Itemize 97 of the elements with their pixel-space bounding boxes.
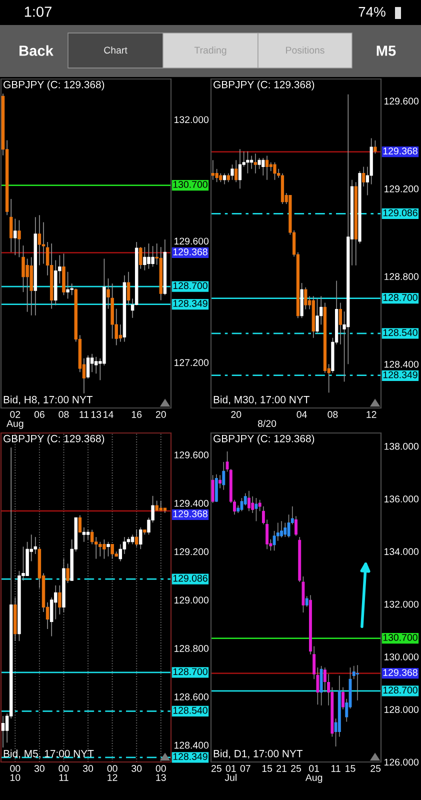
x-tick-label: 25 — [291, 765, 301, 772]
chart-title: GBPJPY (C: 129.368) — [4, 434, 104, 444]
y-tick-label: 129.600 — [384, 98, 419, 105]
text: M5 — [376, 46, 396, 56]
ref-line-label: 128.540 — [383, 329, 418, 336]
x-tick-label: 21 — [276, 765, 286, 772]
candlestick — [42, 222, 46, 264]
y-tick-label: 129.200 — [174, 548, 209, 556]
ref-line-label: 128.349 — [173, 753, 208, 760]
chart-title: GBPJPY (C: 129.368) — [4, 80, 104, 90]
x-tick-label: 02 Aug — [6, 411, 24, 429]
y-tick-label: 128.400 — [384, 360, 419, 368]
x-tick-label: 30 — [34, 765, 44, 772]
x-tick-label: 04 — [296, 411, 307, 418]
candlestick — [250, 156, 254, 169]
candlestick — [218, 475, 222, 488]
x-tick-label: 06 — [34, 411, 44, 418]
x-tick-label: 01 Jul — [224, 765, 236, 781]
y-tick-label: 128.000 — [384, 706, 419, 713]
y-tick-label: 132.000 — [174, 116, 209, 124]
x-tick-label: 11 — [331, 765, 340, 772]
ref-line-label: 128.700 — [173, 282, 208, 290]
ref-line-label: 128.700 — [383, 686, 418, 694]
y-tick-label: 128.800 — [174, 645, 209, 652]
candlestick — [82, 527, 86, 542]
candlestick — [276, 522, 280, 541]
text: Chart — [104, 46, 128, 54]
x-tick-label: 20 — [156, 411, 166, 418]
candlestick — [159, 500, 162, 511]
text: Positions — [286, 46, 324, 54]
x-tick-label: 00 10 — [10, 765, 20, 781]
y-tick-label: 129.600 — [174, 452, 209, 458]
text: Trading — [194, 46, 226, 56]
x-tick-label: 01 Aug — [305, 765, 322, 783]
ref-line-label: 128.349 — [383, 371, 418, 378]
chart-title: GBPJPY (C: 129.368) — [214, 434, 314, 444]
candlestick — [211, 160, 214, 180]
text: Back — [20, 45, 54, 56]
x-tick-label: 11 — [80, 411, 89, 418]
x-tick-label: 00 13 — [156, 765, 166, 781]
candlestick — [280, 521, 284, 538]
annotation: Bid, M30, 17:00 NYT — [214, 396, 310, 405]
ref-line-label: 129.086 — [383, 209, 418, 216]
y-tick-label: 128.600 — [174, 693, 209, 700]
x-tick-label: 07 — [240, 765, 250, 772]
x-tick-label: 13 — [91, 411, 102, 418]
x-tick-label: 08 — [58, 411, 69, 418]
ref-line-label: 129.368 — [383, 669, 418, 676]
x-tick-label: 16 — [132, 411, 142, 418]
x-tick-label: 00 11 — [58, 765, 69, 781]
x-tick-label: 14 — [104, 411, 114, 418]
x-tick-label: 15 — [262, 765, 272, 772]
ref-line-label: 129.086 — [173, 574, 208, 582]
candlestick — [38, 215, 42, 266]
ref-line-label: 129.368 — [383, 148, 418, 154]
candlestick — [1, 716, 5, 748]
x-tick-label: 30 — [132, 765, 142, 772]
text: 1:07 — [24, 6, 52, 17]
y-tick-label: 138.000 — [384, 442, 419, 450]
y-tick-label: 132.000 — [384, 600, 419, 608]
x-tick-label: 15 — [346, 765, 356, 772]
y-tick-label: 136.000 — [384, 496, 419, 502]
x-tick-label: 20 — [231, 411, 242, 418]
x-tick-label: 08 — [328, 411, 338, 418]
y-tick-label: 129.200 — [384, 185, 419, 192]
candlestick — [254, 154, 257, 174]
ref-line-label: 129.368 — [173, 510, 208, 518]
annotation: Bid, D1, 17:00 NYT — [214, 750, 303, 759]
candlestick — [118, 324, 122, 342]
ref-line-label: 128.540 — [173, 706, 208, 714]
chart-title: GBPJPY (C: 129.368) — [214, 80, 314, 90]
ref-line-label: 128.700 — [383, 294, 418, 301]
candlestick — [265, 156, 269, 180]
y-tick-label: 129.400 — [174, 500, 209, 507]
ref-line-label: 128.700 — [173, 668, 208, 676]
y-tick-label: 127.200 — [174, 359, 209, 366]
y-tick-label: 129.600 — [174, 238, 209, 245]
y-tick-label: 129.000 — [174, 596, 209, 604]
x-tick-label: 30 — [82, 765, 94, 772]
y-tick-label: 134.000 — [384, 548, 419, 556]
annotation: Bid, H8, 17:00 NYT — [4, 396, 93, 405]
x-tick-label: 25 — [370, 765, 381, 772]
ref-line-label: 130.700 — [383, 634, 418, 641]
text: 74% — [358, 6, 386, 17]
x-tick-label: 25 — [212, 765, 222, 772]
y-tick-label: 128.800 — [384, 273, 419, 280]
ref-line-label: 129.368 — [173, 248, 208, 256]
y-tick-label: 128.400 — [174, 742, 209, 749]
ref-line-label: 130.700 — [173, 181, 208, 188]
y-tick-label: 126.000 — [384, 758, 419, 766]
annotation: Bid, M5, 17:00 NYT — [4, 750, 94, 759]
y-tick-label: 130.000 — [384, 653, 419, 660]
x-tick-label: 8/20 — [258, 420, 276, 427]
ref-line-label: 128.349 — [173, 300, 208, 307]
x-tick-label: 00 12 — [107, 765, 118, 781]
candlestick — [356, 665, 359, 700]
x-tick-label: 12 — [366, 411, 376, 418]
